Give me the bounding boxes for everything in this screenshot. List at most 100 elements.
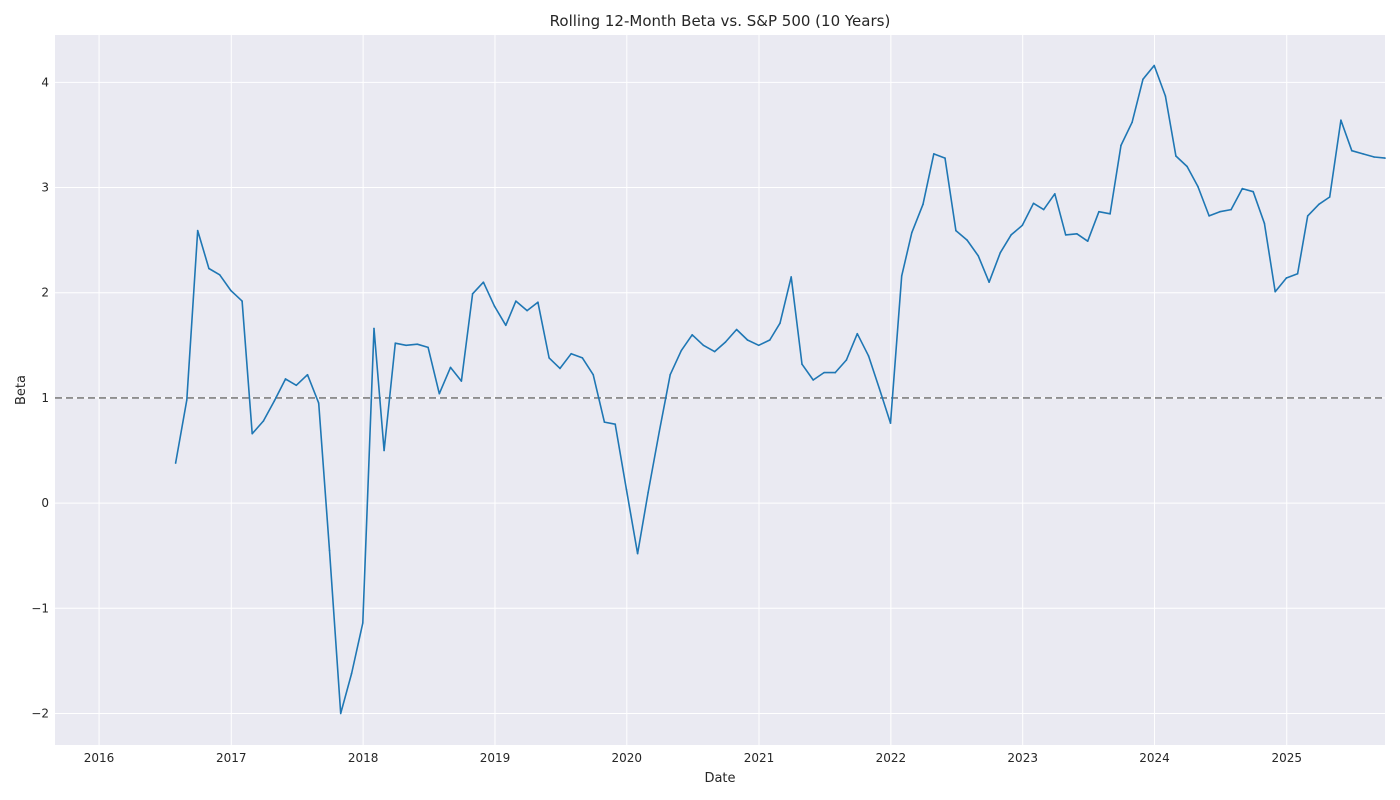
beta-data-point [515, 300, 517, 302]
beta-data-point [636, 552, 639, 555]
x-tick-label: 2018 [348, 751, 379, 765]
beta-data-point [889, 422, 892, 424]
beta-data-point [1230, 208, 1232, 211]
x-tick-label: 2023 [1007, 751, 1038, 765]
beta-data-point [1373, 156, 1375, 158]
x-tick-label: 2022 [876, 751, 907, 765]
beta-data-point [373, 327, 375, 330]
beta-data-point [1076, 233, 1078, 235]
beta-data-point [482, 281, 485, 283]
x-tick-label: 2017 [216, 751, 247, 765]
beta-data-point [933, 153, 935, 155]
beta-data-point [548, 357, 550, 359]
beta-data-point [966, 239, 968, 241]
y-tick-label: 1 [41, 391, 49, 405]
beta-data-point [1318, 203, 1320, 206]
beta-data-point [570, 352, 572, 355]
y-axis-label: Beta [14, 375, 29, 405]
beta-data-point [1285, 277, 1288, 279]
x-tick-label: 2019 [480, 751, 511, 765]
beta-data-point [1241, 187, 1244, 190]
beta-data-point [1131, 121, 1133, 124]
beta-data-point [769, 339, 771, 341]
beta-data-point [680, 349, 683, 352]
beta-data-point [757, 344, 760, 347]
y-tick-labels: −2 −1 0 1 2 3 4 [31, 75, 49, 720]
y-tick-label: 3 [41, 181, 49, 195]
beta-data-point [449, 366, 452, 369]
beta-data-point [592, 373, 595, 376]
beta-data-point [1042, 208, 1045, 211]
beta-data-point [1362, 153, 1364, 155]
beta-data-point [911, 231, 913, 234]
beta-data-point [1340, 119, 1342, 121]
plot-area [55, 35, 1385, 745]
beta-data-point [1054, 193, 1056, 195]
beta-data-point [1021, 224, 1024, 227]
x-tick-label: 2016 [84, 751, 115, 765]
x-tick-label: 2024 [1139, 751, 1170, 765]
beta-data-point [581, 357, 584, 359]
beta-data-point [394, 342, 397, 344]
beta-data-point [1219, 210, 1221, 213]
y-tick-label: 0 [41, 496, 49, 510]
beta-data-point [746, 339, 749, 341]
beta-data-point [801, 363, 803, 366]
beta-data-point [977, 255, 980, 257]
beta-data-point [427, 346, 429, 349]
beta-data-point [845, 359, 848, 361]
beta-data-point [1274, 290, 1276, 293]
beta-data-point [900, 275, 903, 277]
beta-data-point [1263, 222, 1266, 225]
y-tick-label: −1 [31, 601, 49, 615]
beta-data-point [669, 373, 671, 376]
beta-data-point [174, 462, 177, 464]
beta-data-point [230, 289, 232, 292]
beta-data-point [856, 332, 859, 335]
beta-data-point [537, 301, 539, 303]
beta-data-point [944, 157, 946, 159]
beta-data-point [1010, 234, 1012, 236]
beta-data-point [625, 488, 628, 491]
beta-series-points [174, 64, 1386, 715]
beta-data-point [273, 400, 276, 402]
beta-data-point [317, 402, 320, 404]
beta-data-point [1109, 213, 1111, 215]
beta-data-point [383, 449, 385, 452]
beta-data-point [208, 267, 210, 270]
beta-data-point [284, 378, 287, 380]
beta-data-point [790, 276, 792, 278]
beta-data-point [1252, 190, 1254, 193]
x-axis-label: Date [704, 771, 735, 786]
beta-data-point [438, 392, 441, 395]
beta-data-point [416, 343, 419, 346]
beta-data-point [251, 432, 254, 435]
beta-data-point [1306, 215, 1309, 217]
beta-data-point [658, 430, 661, 433]
beta-data-point [812, 379, 814, 381]
y-tick-label: −2 [31, 706, 49, 720]
beta-data-point [1175, 155, 1177, 157]
beta-data-point [1384, 157, 1386, 159]
beta-data-point [614, 423, 617, 425]
beta-data-point [471, 292, 474, 295]
beta-data-point [460, 380, 463, 382]
beta-data-point [735, 328, 738, 331]
beta-data-point [1142, 78, 1144, 80]
beta-data-point [999, 251, 1002, 254]
beta-data-point [186, 399, 188, 401]
beta-data-point [339, 712, 342, 715]
beta-data-point [724, 341, 727, 343]
beta-data-point [691, 333, 693, 336]
chart-title: Rolling 12-Month Beta vs. S&P 500 (10 Ye… [550, 12, 891, 30]
beta-data-point [779, 322, 781, 325]
beta-data-point [823, 371, 825, 374]
beta-data-point [603, 421, 606, 423]
beta-data-point [306, 373, 309, 376]
beta-data-point [1186, 165, 1188, 168]
beta-data-point [218, 274, 221, 276]
y-tick-label: 4 [41, 75, 49, 89]
beta-data-point [1098, 210, 1100, 213]
beta-data-point [405, 344, 407, 347]
beta-data-point [493, 305, 496, 308]
